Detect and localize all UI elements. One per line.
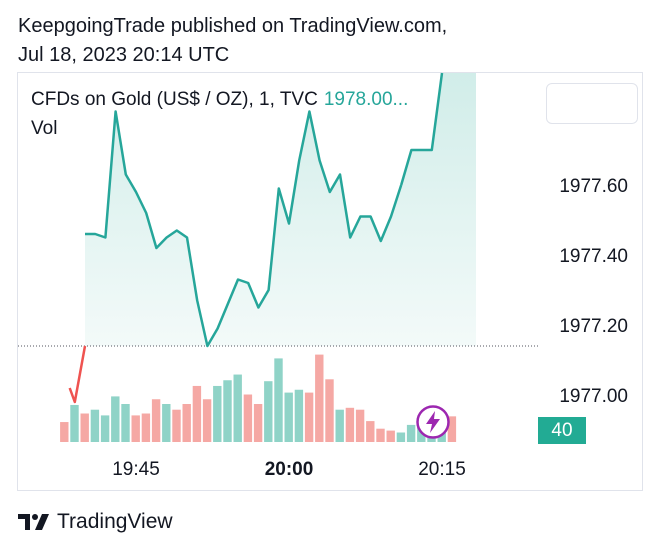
volume-bar (366, 421, 375, 442)
volume-bar (131, 415, 140, 442)
price-area-fill (85, 73, 476, 346)
volume-legend: Vol (31, 118, 58, 139)
volume-bar (90, 409, 100, 442)
volume-bar (100, 415, 110, 442)
volume-bar (304, 392, 314, 442)
volume-last-badge: 40 (538, 417, 586, 444)
volume-bar (284, 392, 293, 442)
volume-bar (264, 381, 273, 442)
chart-legend: CFDs on Gold (US$ / OZ), 1, TVC 1978.00..… (31, 89, 408, 111)
volume-bar (274, 358, 283, 442)
time-tick-label: 20:00 (265, 459, 314, 480)
publish-author-line: KeepgoingTrade published on TradingView.… (18, 15, 448, 37)
volume-bar (60, 422, 69, 442)
volume-bar (111, 396, 120, 442)
time-tick-label: 20:15 (418, 459, 466, 480)
volume-bar (202, 399, 212, 442)
price-tick-label: 1977.20 (559, 316, 628, 337)
volume-bar (243, 394, 253, 442)
bolt-icon[interactable] (416, 405, 450, 439)
volume-bar (172, 409, 181, 442)
volume-bar (80, 413, 89, 442)
volume-bar (121, 404, 130, 442)
volume-bar (162, 404, 171, 442)
volume-bar (182, 404, 191, 442)
volume-bar (233, 374, 242, 442)
volume-bar (253, 404, 263, 442)
volume-bar (70, 404, 79, 442)
down-price-line (68, 345, 87, 404)
chart-control-box[interactable] (546, 83, 638, 124)
volume-bar (151, 399, 161, 442)
price-line (85, 110, 403, 348)
volume-bar (213, 385, 222, 442)
volume-bar (355, 409, 365, 442)
tradingview-logo-icon (18, 514, 49, 530)
publish-info: KeepgoingTrade published on TradingView.… (18, 12, 447, 70)
volume-bar (325, 379, 334, 442)
footer-brand: TradingView (57, 510, 173, 533)
volume-bar (386, 430, 395, 442)
chart-frame (17, 72, 643, 491)
volume-bar (335, 409, 344, 442)
legend-symbol: CFDs on Gold (US$ / OZ), 1, TVC (31, 89, 318, 110)
volume-bar (396, 432, 406, 442)
volume-bar (294, 389, 304, 442)
price-tick-label: 1977.40 (559, 246, 628, 267)
volume-bar (223, 380, 232, 442)
volume-bar (192, 385, 202, 442)
volume-bar (406, 424, 416, 442)
price-tick-label: 1977.60 (559, 176, 628, 197)
volume-bar (141, 413, 151, 442)
publish-date-line: Jul 18, 2023 20:14 UTC (18, 44, 230, 66)
time-tick-label: 19:45 (112, 459, 160, 480)
volume-bar (447, 416, 457, 442)
volume-bar (345, 407, 355, 442)
price-tick-label: 1977.00 (559, 386, 628, 407)
footer: TradingView (18, 510, 173, 534)
legend-price: 1978.00... (323, 89, 409, 110)
volume-bar (376, 428, 385, 442)
volume-bar (315, 354, 324, 442)
price-line (399, 72, 444, 186)
